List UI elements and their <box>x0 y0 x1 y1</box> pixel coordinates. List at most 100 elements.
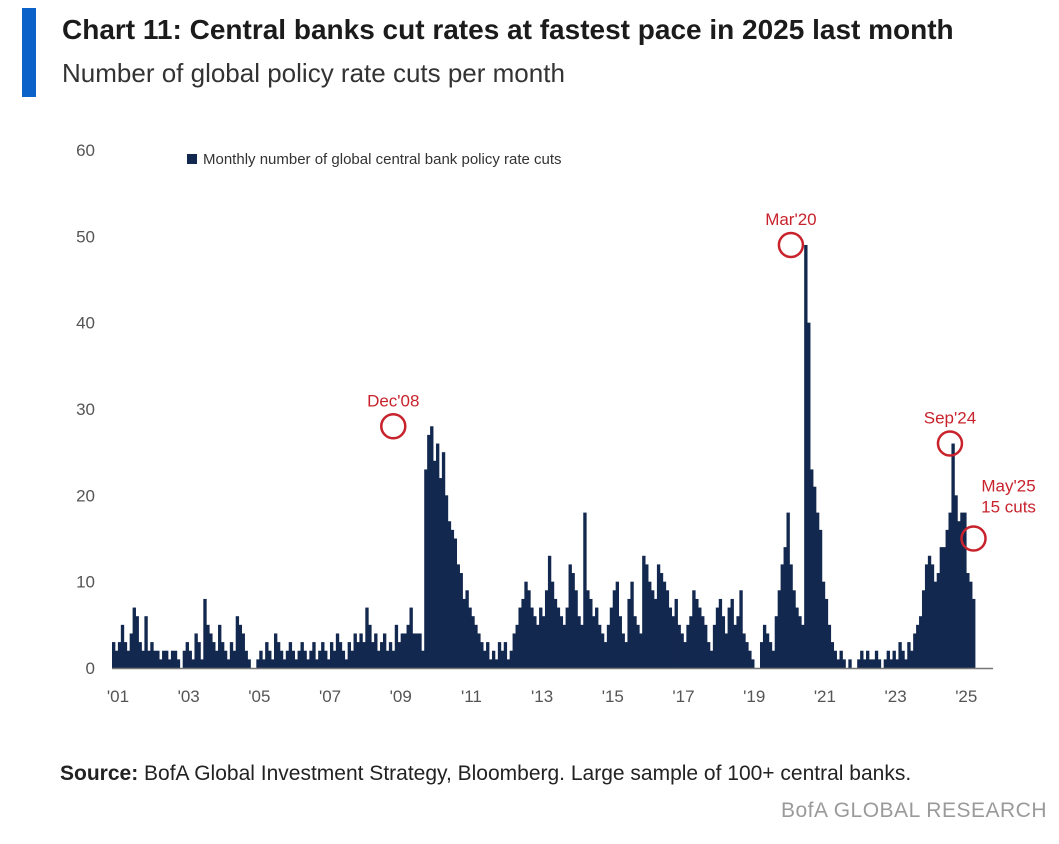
bar <box>589 598 593 668</box>
bar <box>633 616 637 668</box>
bar <box>689 616 693 668</box>
bar <box>309 650 313 668</box>
bar <box>730 598 734 668</box>
bar <box>798 616 802 668</box>
bar <box>895 659 899 668</box>
source-label: Source: <box>60 762 139 785</box>
bar <box>615 581 620 668</box>
bar <box>489 659 493 668</box>
bar <box>780 564 784 668</box>
bar <box>718 598 723 668</box>
bar <box>462 598 466 668</box>
bar <box>471 616 475 668</box>
bar <box>577 616 581 668</box>
bar <box>117 642 122 668</box>
bar <box>235 616 240 668</box>
bar <box>789 564 793 668</box>
bar <box>636 624 640 668</box>
bar <box>274 633 278 668</box>
y-tick-label: 20 <box>76 486 95 505</box>
bar <box>241 633 245 668</box>
bar <box>745 642 749 668</box>
bar <box>315 659 319 668</box>
bar <box>639 633 643 668</box>
bar <box>120 624 125 668</box>
bar <box>412 633 416 668</box>
bar <box>945 529 949 668</box>
bar <box>427 434 431 668</box>
y-tick-label: 60 <box>76 141 95 160</box>
bar <box>574 590 578 668</box>
bar <box>866 650 870 668</box>
bar <box>848 659 852 668</box>
bar <box>571 573 575 668</box>
annotation-circle <box>936 430 964 457</box>
bar <box>365 607 369 668</box>
bar <box>185 642 189 668</box>
bar <box>680 633 684 668</box>
bar <box>771 650 776 668</box>
bar <box>256 659 260 668</box>
bar <box>759 642 764 668</box>
bar <box>380 642 384 668</box>
bar <box>609 607 614 668</box>
bar <box>212 642 216 668</box>
x-tick-label: '23 <box>885 687 907 706</box>
x-tick-label: '11 <box>461 687 482 706</box>
bar <box>232 650 237 668</box>
bar <box>904 659 908 668</box>
bar <box>889 659 893 668</box>
x-tick-label: '03 <box>178 687 200 706</box>
bar <box>550 581 555 668</box>
bar <box>692 590 696 668</box>
bar <box>521 598 525 668</box>
bar <box>114 650 119 668</box>
bar <box>907 642 911 668</box>
bar <box>144 616 148 668</box>
bar <box>438 478 443 668</box>
bar <box>630 581 634 668</box>
bar <box>506 659 511 668</box>
bar <box>624 642 628 668</box>
bar <box>930 564 935 668</box>
bar <box>271 659 275 668</box>
bar <box>153 650 157 668</box>
bar <box>218 624 222 668</box>
bar <box>486 642 490 668</box>
x-tick-label: '15 <box>602 687 624 706</box>
bar <box>621 633 625 668</box>
x-tick-label: '01 <box>107 687 129 706</box>
bar <box>924 564 929 668</box>
bar <box>385 650 390 668</box>
bar <box>536 624 540 668</box>
bar <box>135 616 139 668</box>
annotation-label: Sep'24 <box>924 409 976 428</box>
y-tick-label: 40 <box>76 314 95 333</box>
y-tick-label: 30 <box>76 400 95 419</box>
bar <box>733 624 737 668</box>
bar <box>942 547 946 668</box>
bar <box>483 650 487 668</box>
bar <box>167 659 172 668</box>
bar <box>542 616 546 668</box>
bar <box>147 650 151 668</box>
bar <box>768 642 773 668</box>
bar <box>494 659 499 668</box>
bar <box>580 624 584 668</box>
bar <box>324 650 328 668</box>
bar <box>259 650 263 668</box>
x-tick-label: '05 <box>248 687 270 706</box>
source-text: BofA Global Investment Strategy, Bloombe… <box>138 762 912 785</box>
bar <box>951 443 955 668</box>
bar <box>860 650 864 668</box>
bar <box>807 322 811 668</box>
bar <box>306 659 310 668</box>
bar <box>159 659 163 668</box>
bar <box>530 607 534 668</box>
bar <box>863 659 867 668</box>
bar <box>335 633 340 668</box>
bar <box>285 650 290 668</box>
bar <box>318 650 322 668</box>
bar <box>586 590 590 668</box>
bar <box>450 529 455 668</box>
